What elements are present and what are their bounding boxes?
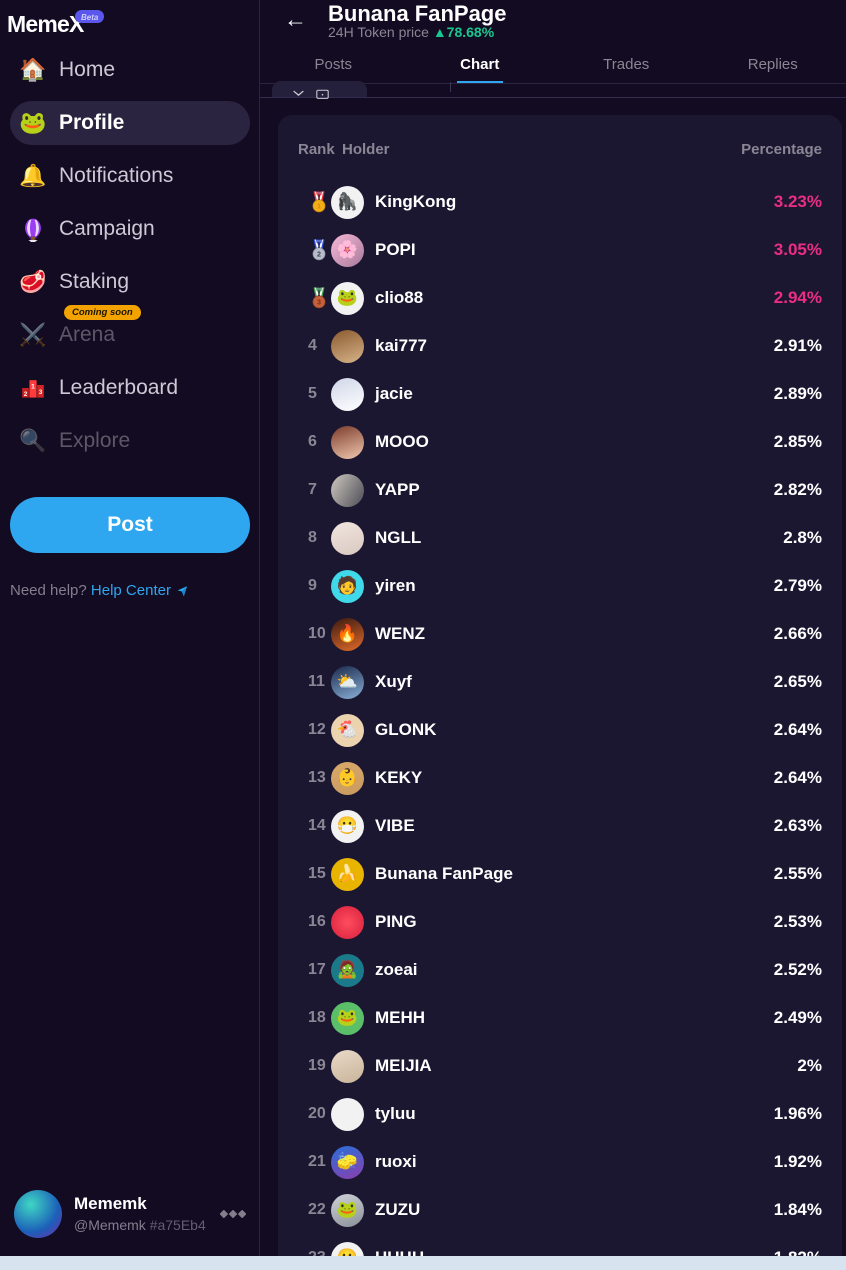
svg-text:3: 3 — [317, 299, 321, 307]
svg-text:1: 1 — [317, 203, 321, 211]
svg-text:1: 1 — [31, 384, 35, 391]
svg-text:2: 2 — [317, 251, 321, 259]
